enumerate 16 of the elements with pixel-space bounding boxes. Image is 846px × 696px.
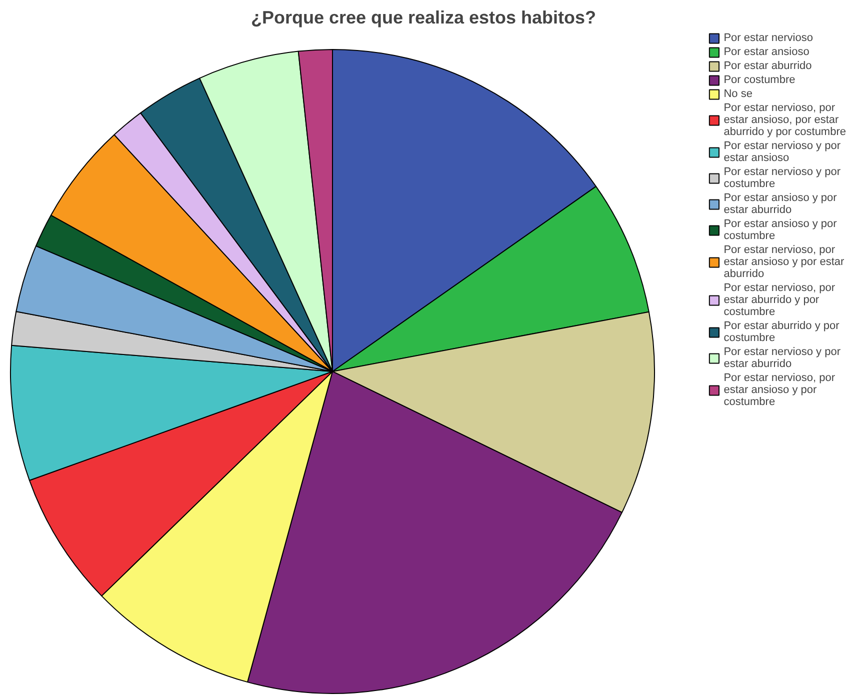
legend-label: Por estar nervioso y por costumbre bbox=[724, 166, 840, 190]
legend-label: Por estar nervioso, por estar aburrido y por costumbre bbox=[724, 282, 835, 318]
legend-label: Por estar nervioso y por estar aburrido bbox=[724, 346, 840, 370]
legend-label: Por estar aburrido y por costumbre bbox=[724, 320, 840, 344]
legend-label: Por estar nervioso, por estar ansioso y por costumbre bbox=[724, 372, 835, 408]
legend-label: Por estar ansioso y por costumbre bbox=[724, 218, 837, 242]
legend-label: Por estar ansioso y por estar aburrido bbox=[724, 192, 837, 216]
legend-label: Por estar nervioso, por estar ansioso y por estar aburrido bbox=[724, 244, 844, 280]
legend-label: Por estar ansioso bbox=[724, 46, 810, 58]
legend-label: Por estar aburrido bbox=[724, 60, 812, 72]
legend-label: No se bbox=[724, 88, 752, 100]
legend-label: Por estar nervioso y por estar ansioso bbox=[724, 140, 840, 164]
legend-label: Por costumbre bbox=[724, 74, 796, 86]
chart-title: ¿Porque cree que realiza estos habitos? bbox=[250, 8, 596, 28]
legend-label: Por estar nervioso bbox=[724, 32, 813, 44]
legend-label: Por estar nervioso, por estar ansioso, por estar aburrido y por costumbre bbox=[724, 102, 846, 138]
